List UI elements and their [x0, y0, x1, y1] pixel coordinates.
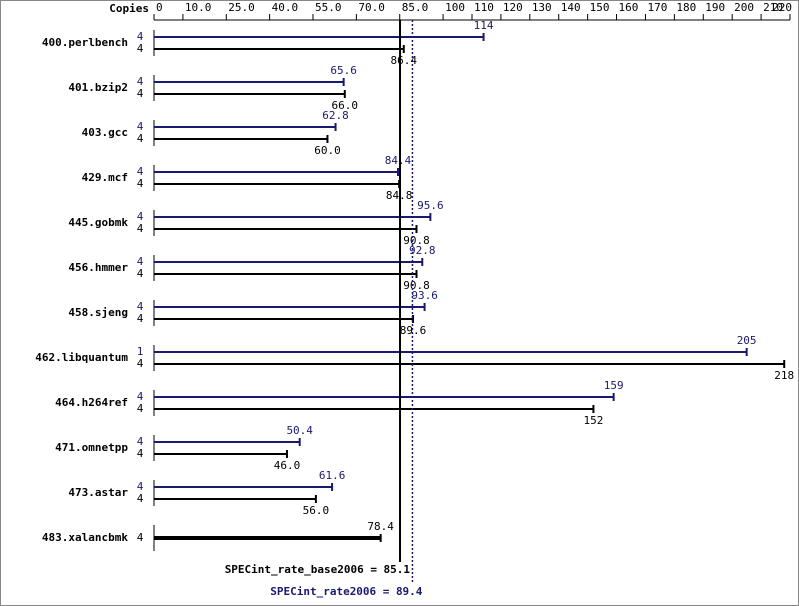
category-label: 471.omnetpp	[55, 441, 128, 454]
category-label: 400.perlbench	[42, 36, 128, 49]
value-label: 159	[604, 379, 624, 392]
value-label: 78.4	[367, 520, 394, 533]
value-label: 46.0	[274, 459, 301, 472]
value-label: 90.8	[403, 234, 430, 247]
category-label: 458.sjeng	[68, 306, 128, 319]
copies-label: 4	[137, 267, 144, 280]
value-label: 92.8	[409, 244, 436, 257]
value-label: 114	[474, 19, 494, 32]
copies-label: 4	[137, 492, 144, 505]
x-tick-label: 180	[676, 1, 696, 14]
copies-label: 1	[137, 345, 144, 358]
x-tick-label: 10.0	[185, 1, 212, 14]
value-label: 90.8	[403, 279, 430, 292]
category-label: 445.gobmk	[68, 216, 128, 229]
value-label: 60.0	[314, 144, 341, 157]
x-tick-label: 100	[445, 1, 465, 14]
copies-label: 4	[137, 447, 144, 460]
x-tick-label: 140	[561, 1, 581, 14]
x-tick-label: 25.0	[228, 1, 255, 14]
x-tick-label: 200	[734, 1, 754, 14]
reference-value: 89.4	[396, 585, 423, 598]
x-tick-label: 150	[590, 1, 610, 14]
copies-label: 4	[137, 300, 144, 313]
copies-label: 4	[137, 255, 144, 268]
x-tick-label: 110	[474, 1, 494, 14]
reference-label: SPECint_rate_base2006 =	[225, 563, 378, 576]
category-label: 464.h264ref	[55, 396, 128, 409]
copies-label: 4	[137, 531, 144, 544]
copies-label: 4	[137, 30, 144, 43]
x-tick-label: 0	[156, 1, 163, 14]
x-tick-label: 55.0	[315, 1, 342, 14]
value-label: 50.4	[286, 424, 313, 437]
x-tick-label: 160	[619, 1, 639, 14]
value-label: 62.8	[322, 109, 349, 122]
category-label: 429.mcf	[82, 171, 128, 184]
copies-label: 4	[137, 222, 144, 235]
category-label: 473.astar	[68, 486, 128, 499]
x-tick-label: 120	[503, 1, 523, 14]
copies-label: 4	[137, 165, 144, 178]
value-label: 218	[774, 369, 794, 382]
category-label: 456.hmmer	[68, 261, 128, 274]
category-label: 403.gcc	[82, 126, 128, 139]
value-label: 95.6	[417, 199, 444, 212]
x-tick-label: 170	[647, 1, 667, 14]
copies-label: 4	[137, 42, 144, 55]
copies-label: 4	[137, 120, 144, 133]
reference-value: 85.1	[384, 563, 411, 576]
value-label: 65.6	[330, 64, 357, 77]
reference-label: SPECint_rate2006 =	[270, 585, 390, 598]
x-tick-label: 85.0	[402, 1, 429, 14]
value-label: 86.4	[391, 54, 418, 67]
value-label: 93.6	[411, 289, 438, 302]
value-label: 61.6	[319, 469, 346, 482]
x-tick-label: 210	[763, 1, 783, 14]
copies-label: 4	[137, 357, 144, 370]
copies-label: 4	[137, 390, 144, 403]
copies-label: 4	[137, 210, 144, 223]
value-label: 84.4	[385, 154, 412, 167]
copies-label: 4	[137, 177, 144, 190]
value-label: 56.0	[303, 504, 330, 517]
value-label: 89.6	[400, 324, 427, 337]
category-label: 401.bzip2	[68, 81, 128, 94]
value-label: 66.0	[332, 99, 359, 112]
copies-label: 4	[137, 87, 144, 100]
x-tick-label: 220	[772, 1, 792, 14]
category-label: 462.libquantum	[35, 351, 128, 364]
x-tick-label: 190	[705, 1, 725, 14]
copies-label: 4	[137, 435, 144, 448]
copies-label: 4	[137, 480, 144, 493]
category-label: 483.xalancbmk	[42, 531, 128, 544]
copies-label: 4	[137, 75, 144, 88]
copies-label: 4	[137, 312, 144, 325]
copies-label: 4	[137, 402, 144, 415]
x-tick-label: 40.0	[272, 1, 299, 14]
value-label: 152	[583, 414, 603, 427]
copies-label: 4	[137, 132, 144, 145]
value-label: 205	[737, 334, 757, 347]
x-tick-label: 130	[532, 1, 552, 14]
x-tick-label: 70.0	[358, 1, 385, 14]
axis-label: Copies	[109, 2, 149, 15]
